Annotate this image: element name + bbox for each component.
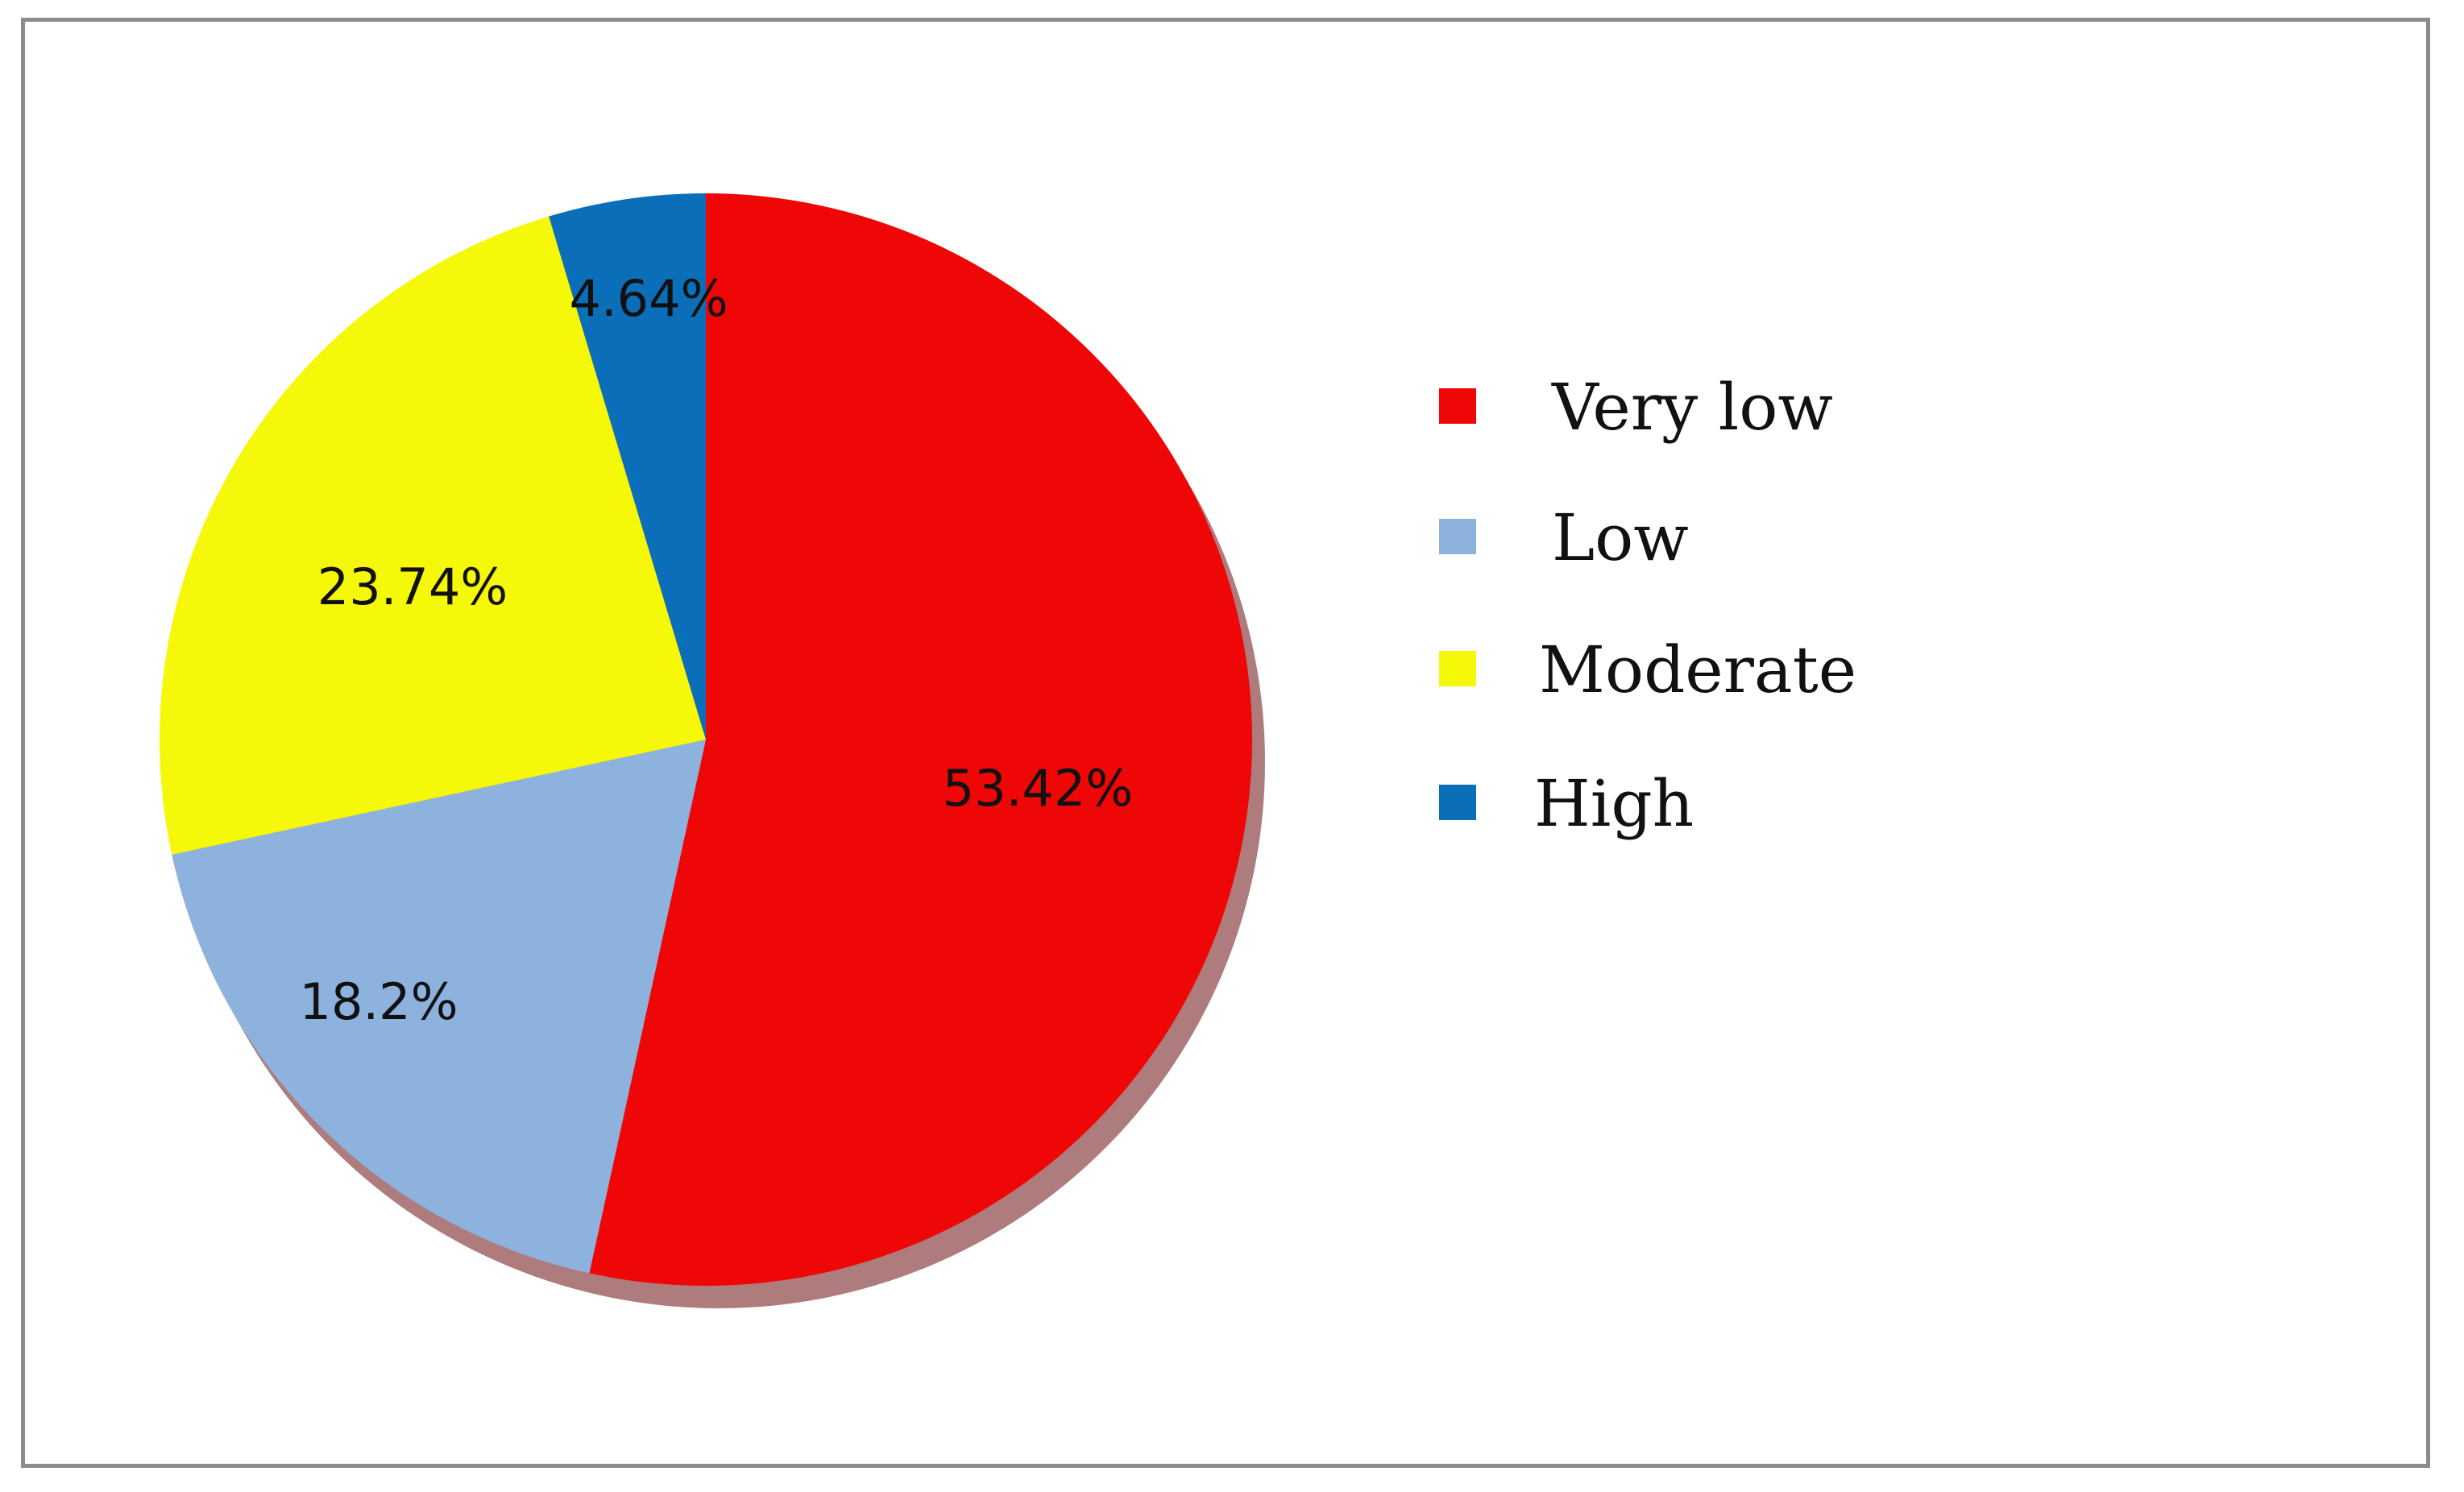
slice-label-very-low: 53.42%: [943, 759, 1133, 818]
legend-swatch-moderate: [1439, 651, 1476, 686]
legend-label-moderate: Moderate: [1539, 632, 1857, 707]
pie-slice-high: [549, 193, 706, 740]
pie-slices: [160, 193, 1253, 1287]
legend-swatch-very-low: [1439, 388, 1476, 424]
slice-label-moderate: 23.74%: [317, 557, 508, 616]
pie-slice-very-low: [589, 193, 1253, 1287]
legend-label-very-low: Very low: [1552, 370, 1833, 445]
pie-slice-moderate: [160, 216, 707, 855]
slice-label-low: 18.2%: [300, 972, 458, 1031]
pie-labels: 53.42% 18.2% 23.74% 4.64%: [300, 269, 1134, 1031]
legend-swatch-low: [1439, 519, 1476, 554]
legend-label-low: Low: [1552, 500, 1689, 575]
slice-label-high: 4.64%: [570, 269, 728, 328]
legend-swatch-high: [1439, 785, 1476, 820]
legend-label-high: High: [1534, 766, 1695, 841]
pie-slice-low: [172, 740, 706, 1274]
